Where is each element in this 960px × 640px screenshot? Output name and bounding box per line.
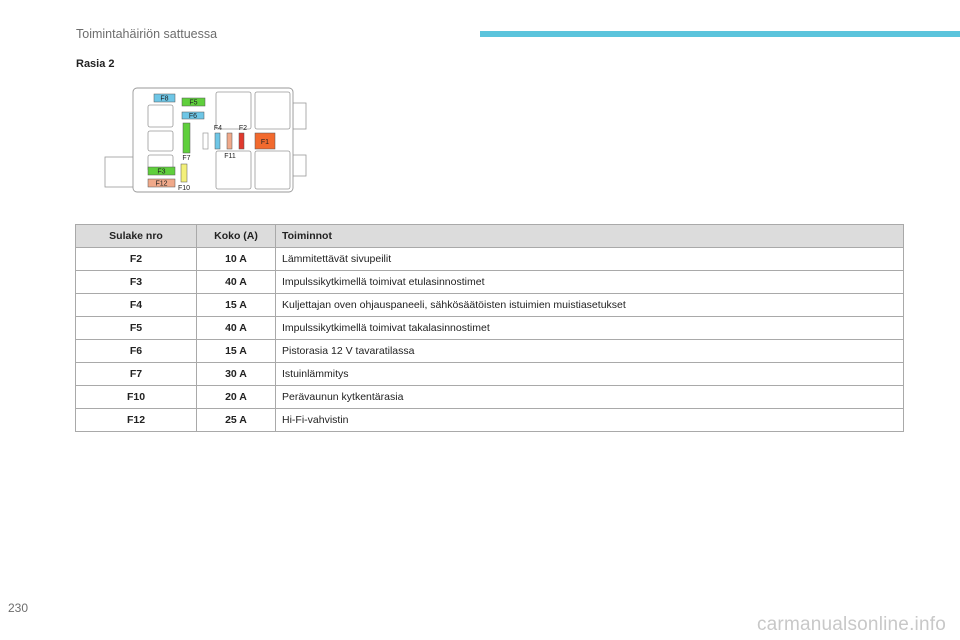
watermark: carmanualsonline.info bbox=[756, 614, 946, 635]
fuse-number-cell: F12 bbox=[75, 408, 197, 432]
fuse-f11-label: F11 bbox=[224, 153, 236, 160]
fuse-function-cell: Hi-Fi-vahvistin bbox=[275, 408, 904, 432]
fuse-f5-label: F5 bbox=[189, 100, 197, 107]
right-mount-tab-top bbox=[292, 102, 307, 130]
fuse-size-cell: 40 A bbox=[196, 270, 276, 294]
fuse-function-cell: Impulssikytkimellä toimivat etulasinnost… bbox=[275, 270, 904, 294]
page-header-title: Toimintahäiriön sattuessa bbox=[76, 27, 218, 41]
fuse-f7-label: F7 bbox=[182, 155, 190, 162]
table-row: F7 30 A Istuinlämmitys bbox=[75, 362, 904, 386]
fuse-f4 bbox=[214, 132, 221, 150]
relay-socket bbox=[215, 150, 252, 190]
table-row: F10 20 A Perävaunun kytkentärasia bbox=[75, 385, 904, 409]
fuse-f3-label: F3 bbox=[157, 169, 165, 176]
fuse-number-cell: F5 bbox=[75, 316, 197, 340]
relay-socket bbox=[147, 104, 174, 128]
fuse-number-cell: F6 bbox=[75, 339, 197, 363]
column-header-functions: Toiminnot bbox=[275, 224, 904, 248]
fuse-f2-label: F2 bbox=[239, 125, 247, 132]
fuse-f12-label: F12 bbox=[155, 181, 167, 188]
fuse-f5 bbox=[181, 97, 206, 107]
table-header-row: Sulake nro Koko (A) Toiminnot bbox=[75, 224, 904, 248]
table-row: F5 40 A Impulssikytkimellä toimivat taka… bbox=[75, 316, 904, 340]
fuse-number-cell: F7 bbox=[75, 362, 197, 386]
fuse-function-cell: Lämmitettävät sivupeilit bbox=[275, 247, 904, 271]
fuse-f3 bbox=[147, 166, 176, 176]
fuse-f6-label: F6 bbox=[189, 113, 197, 120]
page-number: 230 bbox=[8, 601, 29, 615]
fuse-f7 bbox=[182, 122, 191, 154]
column-header-fuse: Sulake nro bbox=[75, 224, 197, 248]
fuse-slot-empty bbox=[202, 132, 209, 150]
fuse-f1-label: F1 bbox=[261, 139, 269, 146]
fuse-size-cell: 15 A bbox=[196, 293, 276, 317]
fuse-function-cell: Perävaunun kytkentärasia bbox=[275, 385, 904, 409]
fuse-number-cell: F4 bbox=[75, 293, 197, 317]
table-row: F6 15 A Pistorasia 12 V tavaratilassa bbox=[75, 339, 904, 363]
fuse-function-cell: Impulssikytkimellä toimivat takalasinnos… bbox=[275, 316, 904, 340]
fuse-size-cell: 20 A bbox=[196, 385, 276, 409]
section-title: Rasia 2 bbox=[76, 58, 115, 70]
left-mount-tab bbox=[104, 156, 135, 188]
fuse-box-diagram: F8 F5 F6 F7 F4 F2 F11 F1 F3 F12 F10 bbox=[104, 87, 307, 193]
fuse-f2 bbox=[238, 132, 245, 150]
fuse-size-cell: 40 A bbox=[196, 316, 276, 340]
fuse-f12 bbox=[147, 178, 176, 188]
fuse-function-cell: Pistorasia 12 V tavaratilassa bbox=[275, 339, 904, 363]
fuse-number-cell: F3 bbox=[75, 270, 197, 294]
fuse-f1 bbox=[254, 132, 276, 150]
fuse-function-cell: Kuljettajan oven ohjauspaneeli, sähkösää… bbox=[275, 293, 904, 317]
table-row: F2 10 A Lämmitettävät sivupeilit bbox=[75, 247, 904, 271]
fuse-number-cell: F2 bbox=[75, 247, 197, 271]
relay-socket bbox=[254, 91, 291, 130]
table-row: F4 15 A Kuljettajan oven ohjauspaneeli, … bbox=[75, 293, 904, 317]
relay-socket bbox=[254, 150, 291, 190]
fuse-f6 bbox=[181, 111, 205, 120]
fuse-f10-label: F10 bbox=[178, 185, 190, 192]
fuse-f11 bbox=[226, 132, 233, 150]
relay-socket bbox=[147, 130, 174, 152]
fuse-number-cell: F10 bbox=[75, 385, 197, 409]
relay-socket bbox=[215, 91, 252, 130]
table-row: F3 40 A Impulssikytkimellä toimivat etul… bbox=[75, 270, 904, 294]
fuse-size-cell: 15 A bbox=[196, 339, 276, 363]
fuse-f10 bbox=[180, 163, 188, 183]
fuse-size-cell: 25 A bbox=[196, 408, 276, 432]
fuse-size-cell: 30 A bbox=[196, 362, 276, 386]
table-row: F12 25 A Hi-Fi-vahvistin bbox=[75, 408, 904, 432]
fuse-f8 bbox=[153, 93, 176, 103]
fuse-function-cell: Istuinlämmitys bbox=[275, 362, 904, 386]
header-accent-bar bbox=[480, 31, 960, 37]
fuse-f4-label: F4 bbox=[214, 125, 222, 132]
fuse-size-cell: 10 A bbox=[196, 247, 276, 271]
column-header-size: Koko (A) bbox=[196, 224, 276, 248]
fuse-f8-label: F8 bbox=[160, 96, 168, 103]
fuse-table: Sulake nro Koko (A) Toiminnot F2 10 A Lä… bbox=[75, 224, 904, 432]
right-mount-tab-bottom bbox=[292, 154, 307, 177]
